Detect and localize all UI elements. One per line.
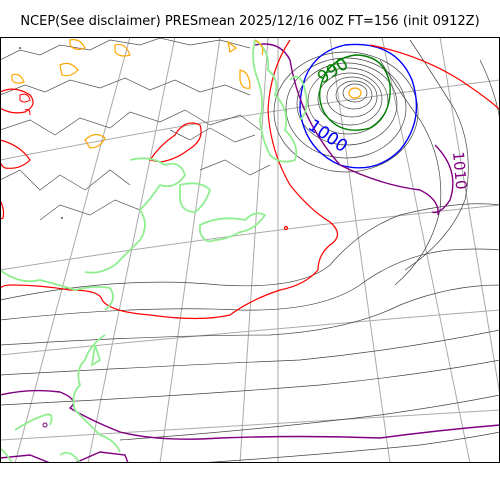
map-title: NCEP(See disclaimer) PRESmean 2025/12/16… xyxy=(20,14,480,29)
longitude-line xyxy=(159,37,221,463)
longitude-line xyxy=(439,37,500,396)
latitude-line xyxy=(0,79,500,161)
isobar-1010 xyxy=(431,144,454,214)
terrain-contours xyxy=(19,93,31,116)
freezing-contours xyxy=(0,39,308,463)
isobar-1020 xyxy=(0,39,339,320)
longitude-line xyxy=(14,37,131,463)
snow-contours xyxy=(11,39,264,149)
isobars-thin xyxy=(0,39,500,463)
isobar-1000 xyxy=(299,43,418,169)
map-markers xyxy=(19,47,63,428)
label-1010: 1010 xyxy=(449,151,470,191)
latitude-line xyxy=(0,409,500,441)
isobar-1020 xyxy=(369,44,500,111)
coastline xyxy=(0,37,271,221)
isobar-low-core xyxy=(348,87,362,99)
isobar-990 xyxy=(319,54,391,131)
isobar-1010 xyxy=(0,389,500,440)
longitude-line xyxy=(239,37,269,463)
isobar-1010 xyxy=(254,43,439,216)
longitude-line xyxy=(87,37,176,463)
isobar-1020 xyxy=(0,139,31,169)
longitude-line xyxy=(329,37,391,463)
isobar-1010 xyxy=(74,451,129,463)
longitude-line xyxy=(381,37,471,463)
latitude-line xyxy=(0,204,500,271)
graticule xyxy=(0,37,500,463)
isobar-1010 xyxy=(0,454,51,463)
isobar-1020 xyxy=(0,88,34,114)
label-990: 990 xyxy=(314,54,352,88)
isobar-1020 xyxy=(149,122,202,163)
isobar-1020 xyxy=(283,225,289,231)
latitude-line xyxy=(0,309,500,356)
low-pressure-center xyxy=(273,51,419,173)
